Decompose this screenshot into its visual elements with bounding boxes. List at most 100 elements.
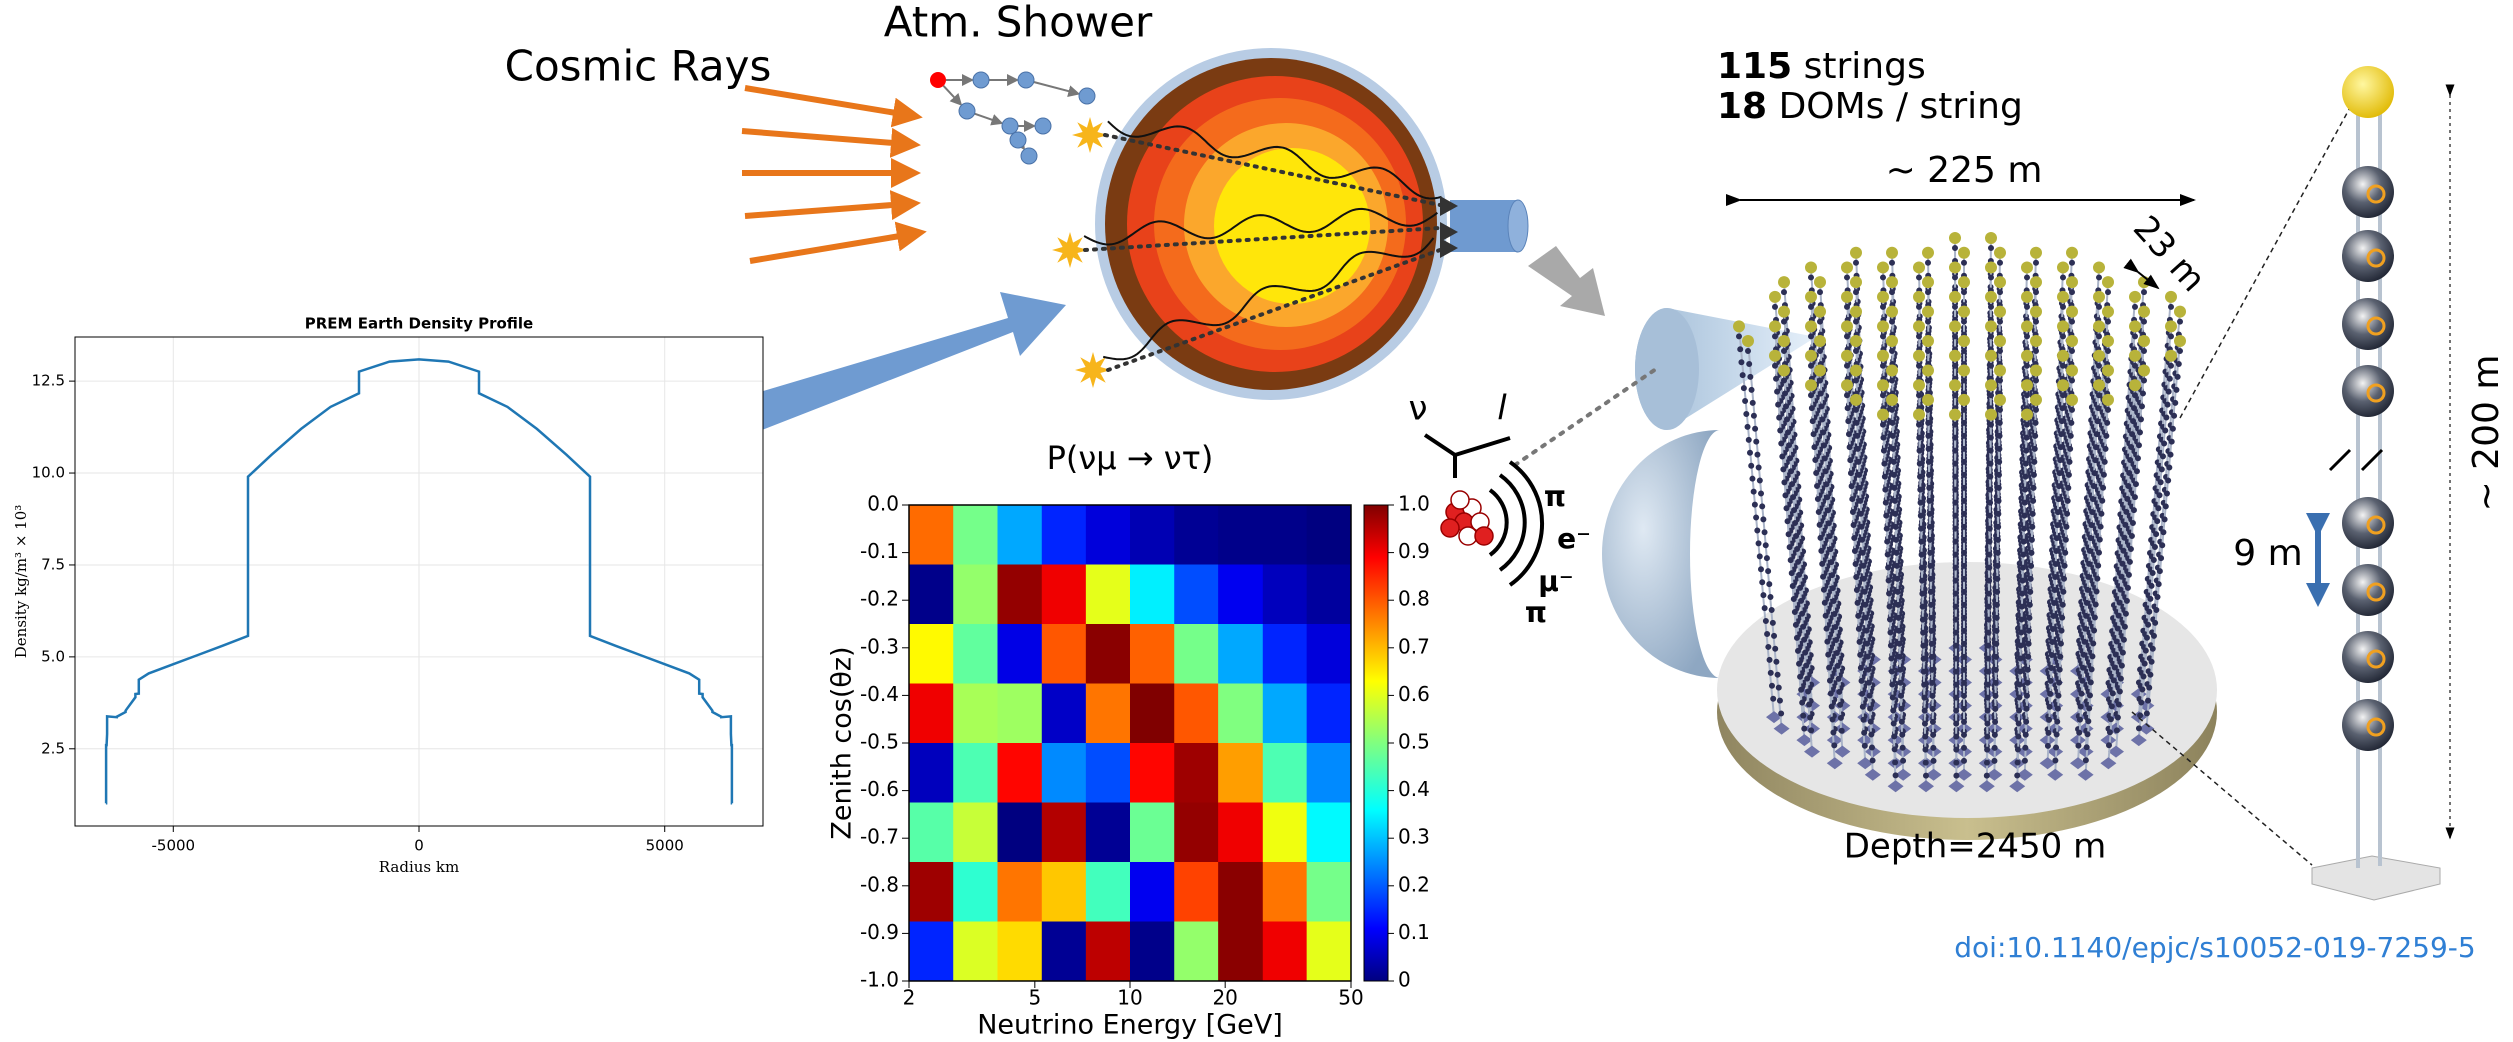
string-top <box>1886 276 1898 288</box>
pion-label: π <box>1525 596 1547 629</box>
shower-node <box>930 72 946 88</box>
string-top <box>2057 261 2069 273</box>
heatmap-cell <box>953 505 998 565</box>
string-top <box>1769 350 1781 362</box>
string-top <box>2129 320 2141 332</box>
heatmap-cell <box>1086 922 1131 982</box>
heatmap-cell <box>1174 803 1218 863</box>
x-axis-label: Neutrino Energy [GeV] <box>977 1010 1283 1041</box>
heatmap-cell <box>1086 803 1131 863</box>
heatmap-cell <box>997 803 1042 863</box>
doms-text: DOMs / string <box>1779 86 2023 127</box>
y-tick-label: -0.1 <box>860 539 899 563</box>
x-tick-label: 5 <box>1028 986 1041 1010</box>
colorbar-tick-label: 0.9 <box>1398 539 1430 563</box>
string-top <box>2030 394 2042 406</box>
heatmap-cell <box>1174 505 1218 565</box>
colorbar-tick-label: 0 <box>1398 968 1411 992</box>
string-top <box>1994 247 2006 259</box>
shower-edge <box>943 86 960 105</box>
heatmap-cell <box>1263 803 1307 863</box>
string-top <box>2030 276 2042 288</box>
string-top <box>1805 261 1817 273</box>
string-top <box>2102 335 2114 347</box>
string-top <box>1805 291 1817 303</box>
string-top <box>1886 247 1898 259</box>
string-top <box>2057 320 2069 332</box>
string-top <box>1850 306 1862 318</box>
shower-edge <box>975 114 1002 123</box>
heatmap-cell <box>1218 862 1263 922</box>
string-top <box>2066 394 2078 406</box>
x-tick-label: -5000 <box>151 837 195 855</box>
string-top <box>1958 276 1970 288</box>
heatmap-cell <box>1130 624 1175 684</box>
heatmap-cell <box>1042 505 1087 565</box>
string-top <box>2093 291 2105 303</box>
nu-label: ν <box>1409 389 1428 429</box>
x-tick-label: 5000 <box>646 837 684 855</box>
figure: Cosmic Rays Atm. Shower ν l π e <box>0 0 2513 1042</box>
strings-label: 115 strings <box>1717 46 1926 87</box>
heatmap-cell <box>1130 803 1175 863</box>
x-tick-label: 0 <box>414 837 424 855</box>
string-top <box>1949 379 1961 391</box>
doms-count: 18 <box>1717 86 1767 127</box>
string-top <box>1814 364 1826 376</box>
heatmap-cell <box>1263 624 1307 684</box>
heatmap-cell <box>997 565 1042 625</box>
dom-column <box>2342 166 2394 751</box>
nucleon <box>1475 527 1493 545</box>
heatmap-cell <box>1174 565 1218 625</box>
heatmap-cell <box>1086 624 1131 684</box>
heatmap-cell <box>1086 565 1131 625</box>
string-top <box>1841 320 1853 332</box>
x-axis-label: Radius km <box>379 858 459 876</box>
string-top <box>1877 350 1889 362</box>
string-top <box>1805 379 1817 391</box>
y-axis-label: Zenith cos(θz) <box>827 646 858 839</box>
y-tick-label: 5.0 <box>41 647 65 665</box>
heatmap-cell <box>1042 803 1087 863</box>
heatmap-cell <box>1218 922 1263 982</box>
string-top <box>2138 335 2150 347</box>
ray-arrow <box>742 131 906 144</box>
string-top <box>1877 261 1889 273</box>
heatmap-cell <box>953 922 998 982</box>
string-top <box>2021 291 2033 303</box>
heatmap-cell <box>1042 684 1087 744</box>
y-tick-label: 12.5 <box>32 372 65 390</box>
x-tick-label: 20 <box>1212 986 1237 1010</box>
heatmap-cell <box>1307 624 1352 684</box>
string-top <box>1949 409 1961 421</box>
heatmap-cell <box>1086 743 1131 803</box>
string-top <box>1913 261 1925 273</box>
string-top <box>1994 306 2006 318</box>
nucleon <box>1451 491 1469 509</box>
string-top <box>1985 291 1997 303</box>
heatmap-cell <box>953 743 998 803</box>
string-top <box>1886 364 1898 376</box>
string-top <box>1778 364 1790 376</box>
cosmic-ray-arrows <box>742 88 912 261</box>
doi-link[interactable]: doi:10.1140/epjc/s10052-019-7259-5 <box>1954 931 2475 964</box>
big-arrow <box>750 292 1066 432</box>
string-top <box>2102 364 2114 376</box>
string-top <box>1913 409 1925 421</box>
heatmap-cell <box>1042 565 1087 625</box>
heatmap-cell <box>1086 505 1131 565</box>
string-top <box>2030 306 2042 318</box>
string-top <box>2021 350 2033 362</box>
heatmap-cell <box>1086 862 1131 922</box>
chart-title: PREM Earth Density Profile <box>305 315 533 333</box>
cosmic-rays-label: Cosmic Rays <box>505 42 772 91</box>
string-top <box>2057 350 2069 362</box>
wave-arc <box>1500 475 1525 570</box>
string-top <box>2165 291 2177 303</box>
string-top <box>1958 364 1970 376</box>
colorbar-tick-label: 0.6 <box>1398 682 1430 706</box>
heatmap-cell <box>1174 684 1218 744</box>
string-top <box>2066 335 2078 347</box>
colorbar <box>1364 505 1388 981</box>
burst <box>1052 232 1088 268</box>
